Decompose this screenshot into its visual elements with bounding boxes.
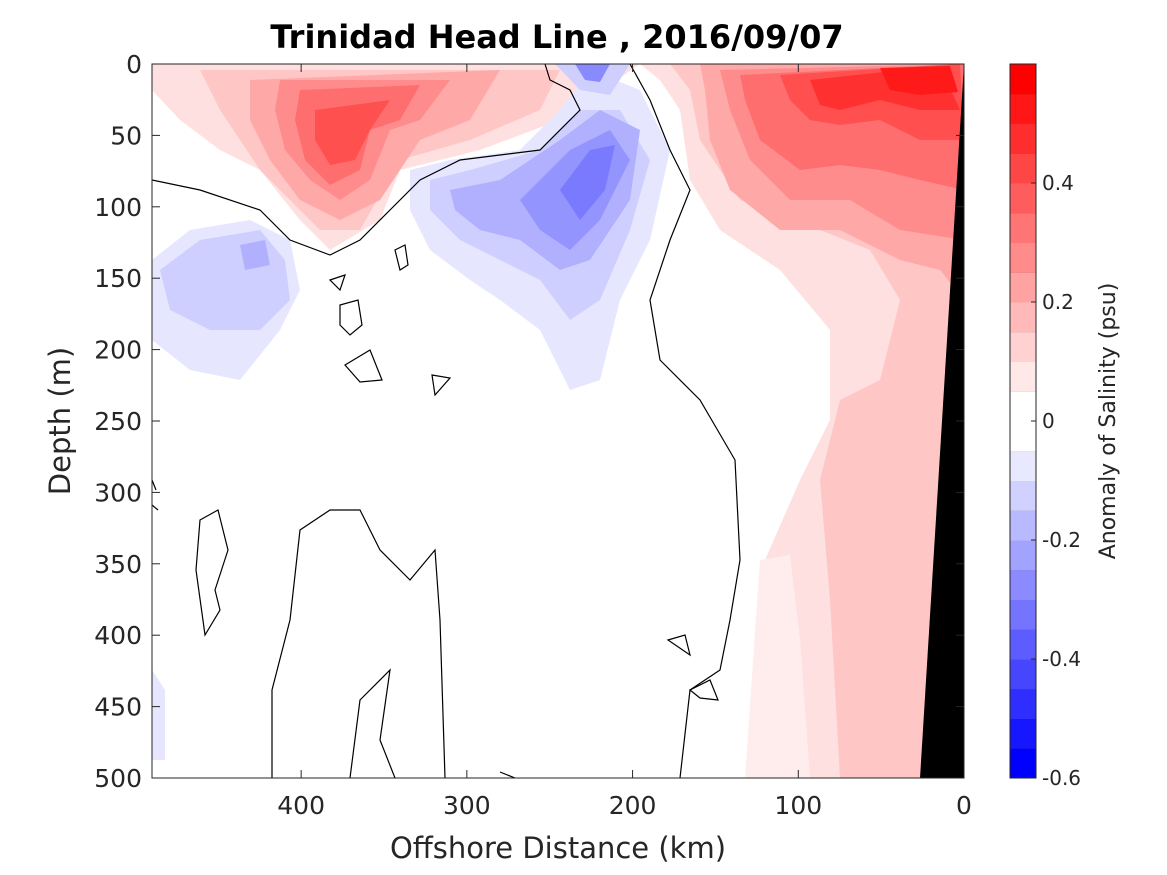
colorbar-swatch (1010, 331, 1036, 362)
y-axis-label: Depth (m) (43, 347, 77, 495)
x-axis-label: Offshore Distance (km) (390, 831, 726, 865)
colorbar-tick-label: -0.6 (1042, 766, 1081, 790)
anomaly-fill (152, 64, 964, 778)
y-tick-label: 200 (94, 336, 142, 365)
plot-area (152, 64, 964, 778)
colorbar-swatch (1010, 272, 1036, 303)
colorbar-swatch (1010, 629, 1036, 660)
x-tick-label: 300 (443, 791, 491, 820)
colorbar-swatch (1010, 748, 1036, 779)
colorbar-swatch (1010, 93, 1036, 124)
colorbar-swatch (1010, 718, 1036, 749)
colorbar-swatch (1010, 569, 1036, 600)
x-tick-label: 200 (609, 791, 657, 820)
colorbar-swatch (1010, 510, 1036, 541)
y-tick-label: 0 (126, 50, 142, 79)
chart-title: Trinidad Head Line , 2016/09/07 (270, 18, 843, 56)
colorbar-tick-label: 0 (1042, 409, 1055, 433)
colorbar-swatch (1010, 421, 1036, 452)
colorbar-swatch (1010, 599, 1036, 630)
colorbar-swatch (1010, 64, 1036, 95)
y-tick-label: 250 (94, 407, 142, 436)
y-tick-label: 50 (110, 121, 142, 150)
colorbar-label: Anomaly of Salinity (psu) (1096, 283, 1121, 560)
y-tick-label: 450 (94, 693, 142, 722)
plot-axes: 400 300 200 100 0 0 50 100 150 200 250 300 350 400 45… (94, 50, 972, 820)
x-tick-label: 100 (774, 791, 822, 820)
y-tick-label: 350 (94, 550, 142, 579)
bathymetry-mask (920, 64, 964, 778)
colorbar-swatch (1010, 153, 1036, 184)
colorbar-tick-label: -0.2 (1042, 528, 1081, 552)
colorbar-swatch (1010, 183, 1036, 214)
colorbar-swatch (1010, 480, 1036, 511)
y-tick-label: 400 (94, 621, 142, 650)
colorbar-tick-label: 0.2 (1042, 290, 1074, 314)
colorbar-swatch (1010, 659, 1036, 690)
colorbar-swatch (1010, 540, 1036, 571)
zero-contours (152, 64, 741, 778)
colorbar-swatch (1010, 361, 1036, 392)
x-tick-label: 0 (956, 791, 972, 820)
colorbar-swatch (1010, 123, 1036, 154)
x-tick-label: 400 (277, 791, 325, 820)
y-tick-label: 100 (94, 193, 142, 222)
colorbar-swatch (1010, 688, 1036, 719)
colorbar-tick-label: -0.4 (1042, 647, 1081, 671)
colorbar-swatch (1010, 391, 1036, 422)
y-tick-label: 150 (94, 264, 142, 293)
colorbar-swatch (1010, 242, 1036, 273)
colorbar-tick-label: 0.4 (1042, 171, 1074, 195)
y-tick-label: 500 (94, 764, 142, 793)
colorbar: -0.6 -0.4 -0.2 0 0.2 0.4 Anomaly of Salinity … (1009, 63, 1121, 790)
colorbar-swatch (1010, 212, 1036, 243)
colorbar-swatch (1010, 302, 1036, 333)
y-tick-label: 300 (94, 478, 142, 507)
colorbar-swatch (1010, 450, 1036, 481)
